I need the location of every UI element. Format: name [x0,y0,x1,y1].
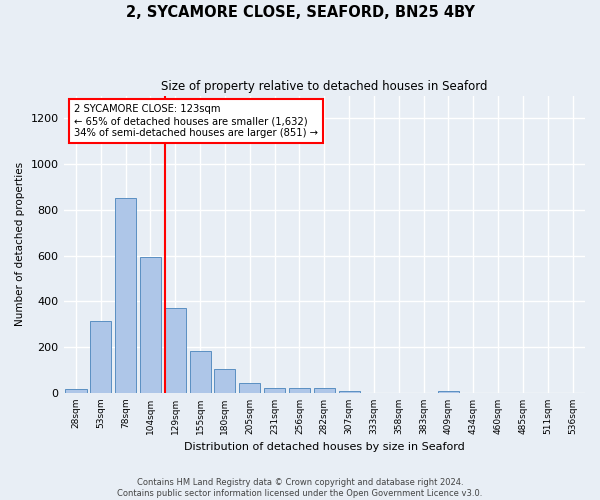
Bar [90,321,112,393]
Y-axis label: Number of detached properties: Number of detached properties [15,162,25,326]
Bar [165,308,186,393]
Text: 2, SYCAMORE CLOSE, SEAFORD, BN25 4BY: 2, SYCAMORE CLOSE, SEAFORD, BN25 4BY [125,5,475,20]
X-axis label: Distribution of detached houses by size in Seaford: Distribution of detached houses by size … [184,442,464,452]
Bar [289,388,310,393]
Bar [264,388,285,393]
Bar [438,390,459,393]
Bar [338,390,359,393]
Text: 2 SYCAMORE CLOSE: 123sqm
← 65% of detached houses are smaller (1,632)
34% of sem: 2 SYCAMORE CLOSE: 123sqm ← 65% of detach… [74,104,318,138]
Text: Contains HM Land Registry data © Crown copyright and database right 2024.
Contai: Contains HM Land Registry data © Crown c… [118,478,482,498]
Bar [140,257,161,393]
Bar [65,390,86,393]
Bar [239,382,260,393]
Bar [190,350,211,393]
Bar [115,198,136,393]
Bar [314,388,335,393]
Title: Size of property relative to detached houses in Seaford: Size of property relative to detached ho… [161,80,488,93]
Bar [214,369,235,393]
